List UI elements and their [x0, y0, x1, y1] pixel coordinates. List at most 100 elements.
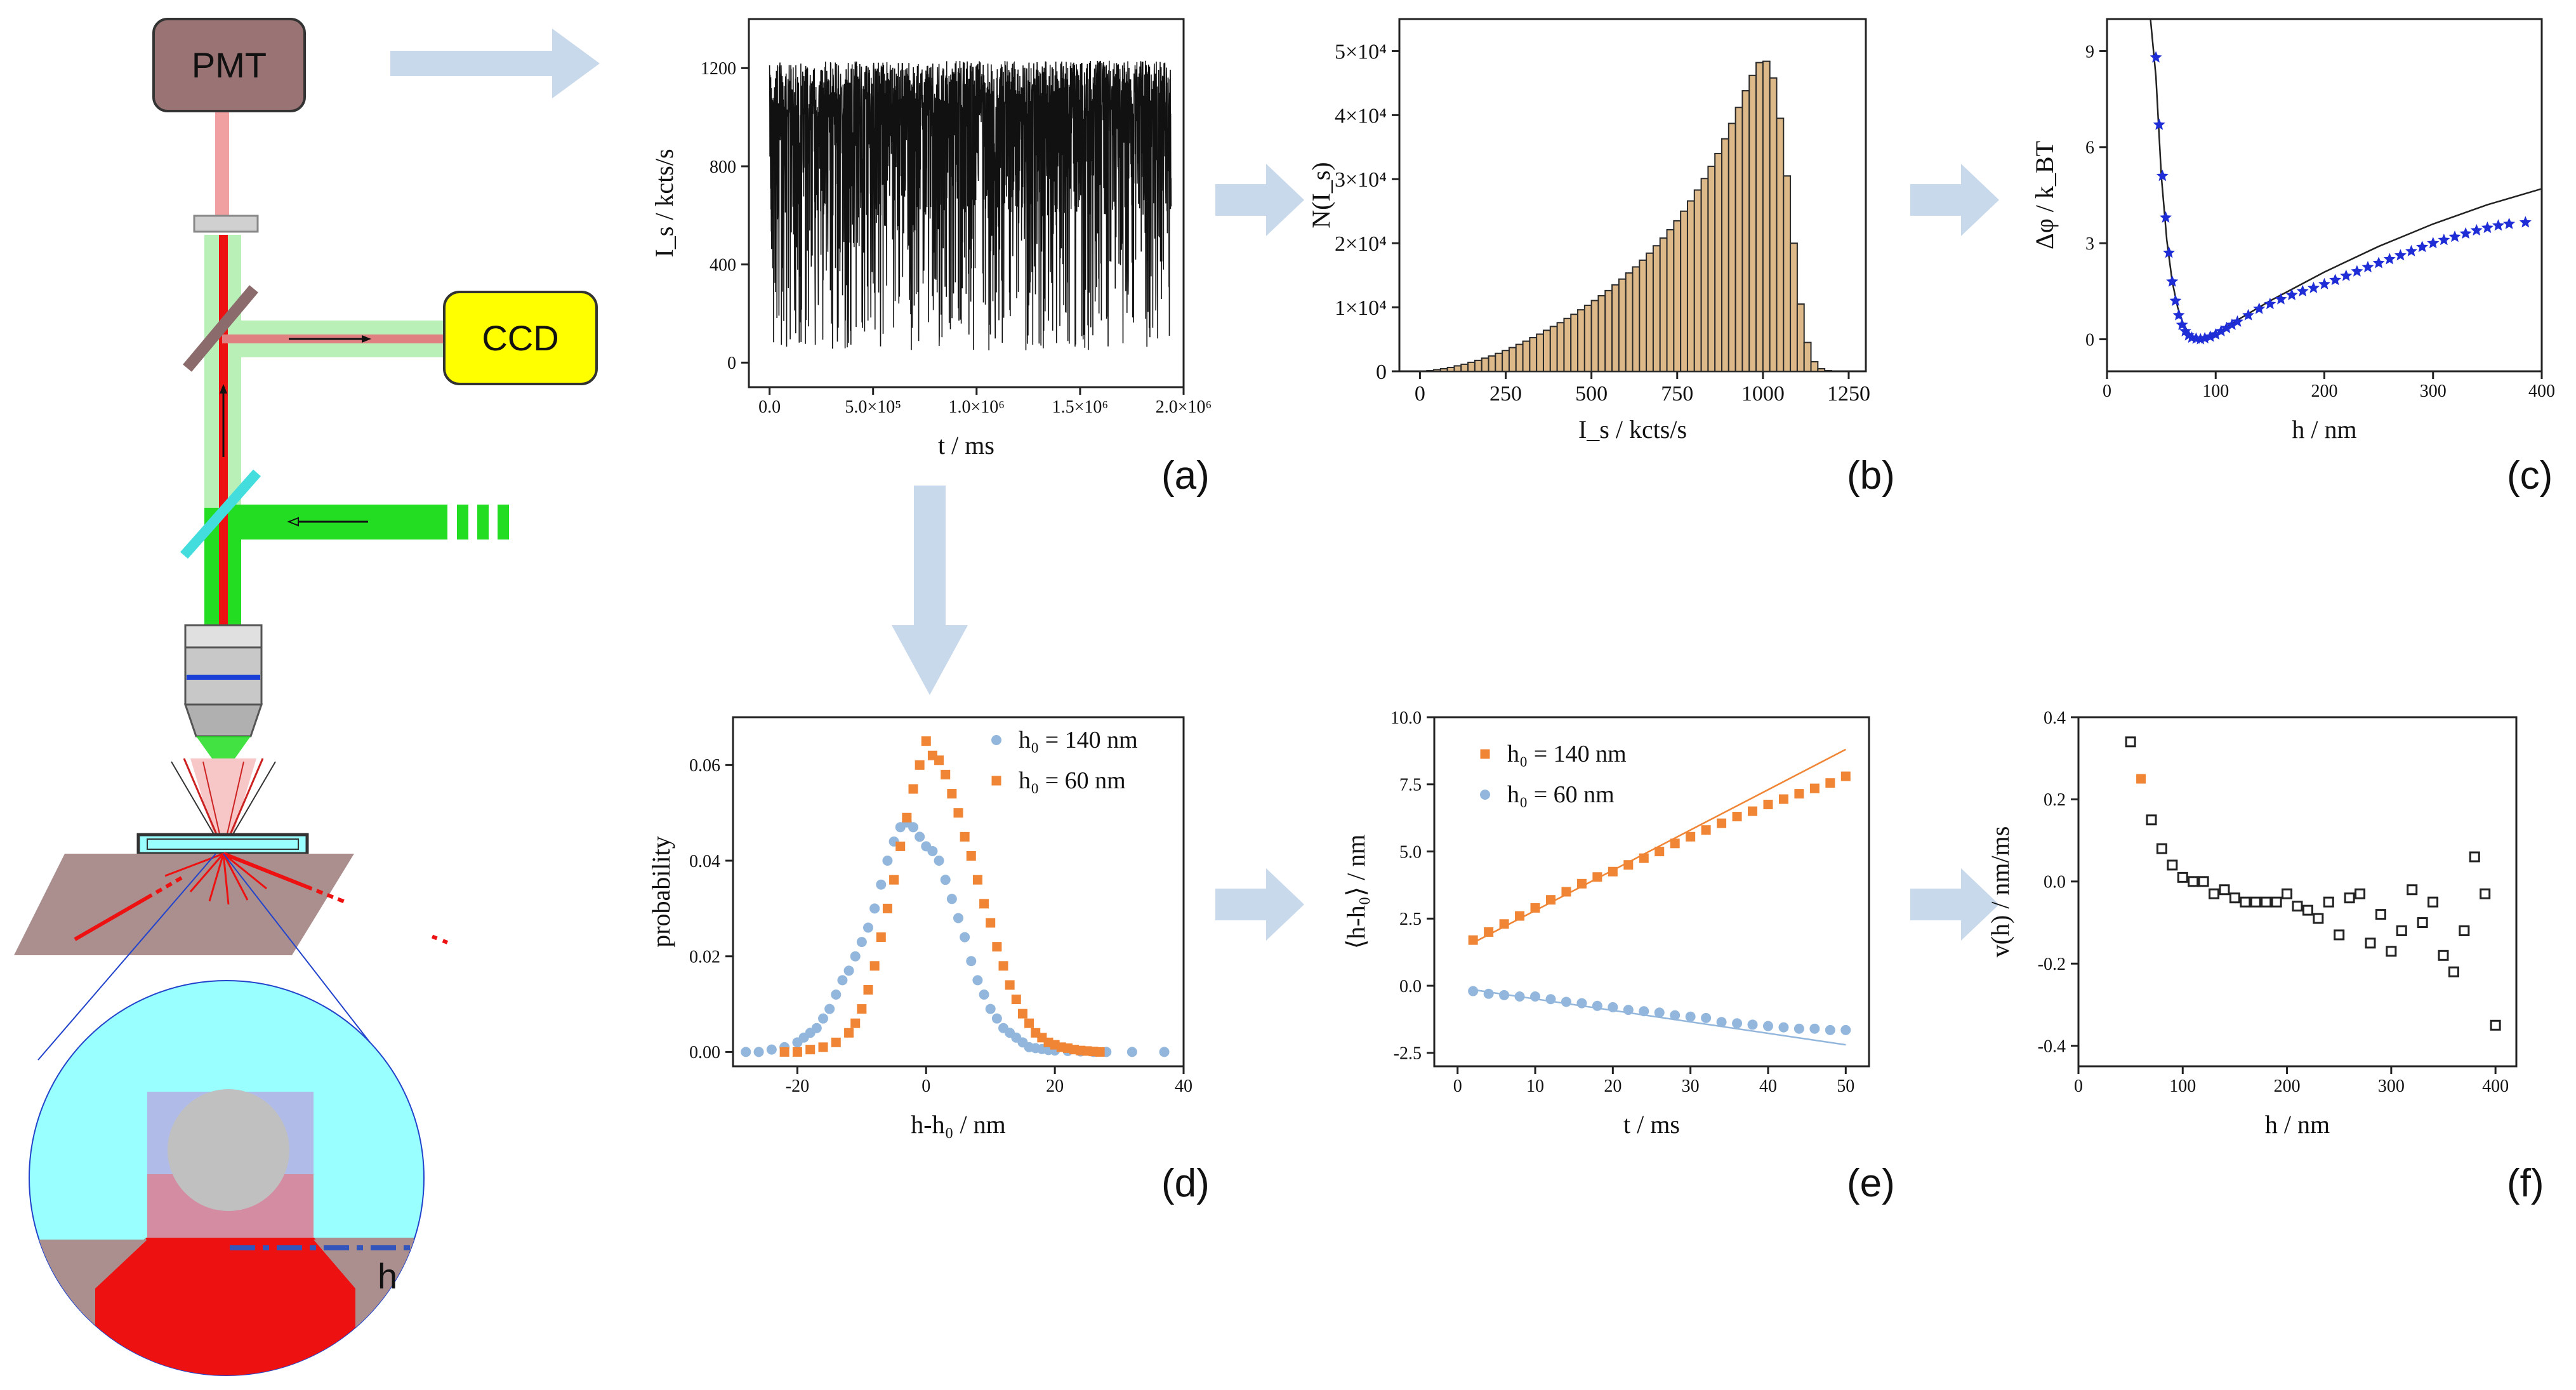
histogram-bar [1783, 175, 1792, 372]
y-tick-label: 1×10⁴ [1335, 296, 1387, 320]
histogram-bar [1453, 365, 1462, 373]
point-h140 [1794, 789, 1804, 799]
histogram-bar [1632, 266, 1641, 372]
x-tick-label: 20 [1604, 1076, 1622, 1096]
data-star [2318, 277, 2330, 289]
histogram-bar [1727, 122, 1736, 372]
data-star [2351, 265, 2363, 277]
point-h140 [946, 894, 957, 904]
histogram-bar [1446, 366, 1455, 372]
x-tick-label: 400 [2528, 381, 2555, 401]
histogram-bar [1549, 326, 1558, 373]
data-star [2416, 241, 2429, 253]
point-h140 [856, 937, 867, 948]
chart-a-intensity-trace: 0.0 5.0×10⁵ 1.0×10⁶ 1.5×10⁶ 2.0×10⁶ 0 400 800 12… [650, 18, 1212, 460]
open-square-point [2167, 859, 2178, 871]
point-h140 [863, 922, 873, 933]
y-tick-label: 0.00 [689, 1043, 720, 1062]
point-h60 [1840, 1024, 1851, 1035]
y-tick-label: -0.4 [2038, 1036, 2066, 1056]
point-h60 [1608, 1002, 1618, 1012]
point-h60 [876, 932, 886, 943]
point-h140 [1159, 1047, 1170, 1057]
point-h60 [1017, 1009, 1027, 1019]
y-tick-label: 3 [2085, 234, 2094, 254]
point-h140 [824, 1003, 835, 1014]
data-star [2209, 328, 2222, 340]
y-axis-label: probability [647, 836, 675, 948]
y-tick-label: 0.04 [689, 852, 720, 871]
y-tick-label: 6 [2085, 138, 2094, 158]
histogram-bar [1796, 303, 1805, 372]
histogram-bar [1474, 359, 1483, 373]
histogram-bar [1488, 355, 1496, 372]
point-h140 [953, 913, 963, 923]
panel-letter-d: (d) [1161, 1162, 1210, 1205]
point-h140 [1701, 825, 1711, 835]
zoom-line-left [37, 853, 216, 1061]
point-h140 [1592, 872, 1602, 882]
point-h140 [915, 831, 925, 842]
data-star [2285, 288, 2298, 300]
x-tick-label: 40 [1759, 1076, 1777, 1096]
x-axis-label: h / nm [2292, 415, 2356, 444]
ccd-box [443, 291, 598, 385]
point-h60 [947, 789, 957, 799]
point-h140 [831, 989, 842, 1000]
data-star [2160, 211, 2172, 223]
point-h60 [921, 736, 931, 746]
data-star [2153, 118, 2165, 130]
point-h60 [1639, 1006, 1649, 1017]
data-star [2156, 169, 2169, 182]
open-square-point [2146, 814, 2157, 826]
y-tick-label: 0 [1376, 361, 1387, 384]
filled-square-point [2136, 774, 2146, 784]
arrow-b-to-c [1910, 164, 1999, 236]
open-square-point [2219, 884, 2230, 896]
point-h60 [779, 1047, 789, 1057]
histogram-bar [1639, 259, 1648, 372]
point-h140 [741, 1047, 751, 1057]
open-square-point [2302, 904, 2313, 916]
data-star [2394, 249, 2407, 261]
x-tick-label: 1000 [1741, 382, 1785, 406]
dichroic-mirror [180, 469, 261, 559]
data-star [2492, 219, 2504, 231]
x-tick-label: 0 [2074, 1076, 2083, 1096]
histogram-bar [1680, 210, 1688, 372]
point-h140 [1778, 794, 1788, 804]
pinhole [193, 215, 259, 233]
point-h140 [811, 1023, 822, 1033]
histogram-bar [1597, 295, 1606, 372]
data-star [2448, 230, 2461, 242]
point-h140 [960, 932, 970, 943]
histogram-bar [1481, 357, 1489, 373]
beam-splitter-mirror [183, 285, 258, 372]
plot-frame [2077, 716, 2518, 1068]
y-tick-label: 0.02 [689, 948, 720, 967]
point-h60 [953, 808, 963, 818]
legend-label-h60: h₀ = 60 nm [1507, 781, 1615, 808]
point-h60 [805, 1045, 816, 1055]
point-h60 [1530, 991, 1541, 1002]
point-h60 [869, 961, 880, 971]
optical-setup: PMT CCD [14, 18, 598, 1376]
point-h60 [934, 755, 944, 765]
open-square-point [2229, 892, 2240, 904]
y-axis-label: N(I_s) [1307, 162, 1335, 228]
histogram-bar [1508, 347, 1517, 372]
histogram-bar [1556, 322, 1565, 372]
point-h140 [1840, 771, 1851, 781]
histogram-bar [1467, 361, 1476, 373]
histogram-bar [1652, 245, 1661, 372]
histogram-bar [1433, 369, 1441, 373]
x-tick-label: 200 [2274, 1076, 2301, 1096]
data-star [2264, 298, 2276, 310]
x-axis-label: t / ms [1623, 1110, 1680, 1139]
point-h60 [1654, 1007, 1665, 1018]
point-h140 [843, 965, 854, 976]
intensity-trace-line [769, 60, 1172, 351]
point-h60 [895, 841, 906, 851]
legend-label-h140: h₀ = 140 nm [1019, 727, 1138, 753]
histogram-bar [1618, 278, 1627, 373]
